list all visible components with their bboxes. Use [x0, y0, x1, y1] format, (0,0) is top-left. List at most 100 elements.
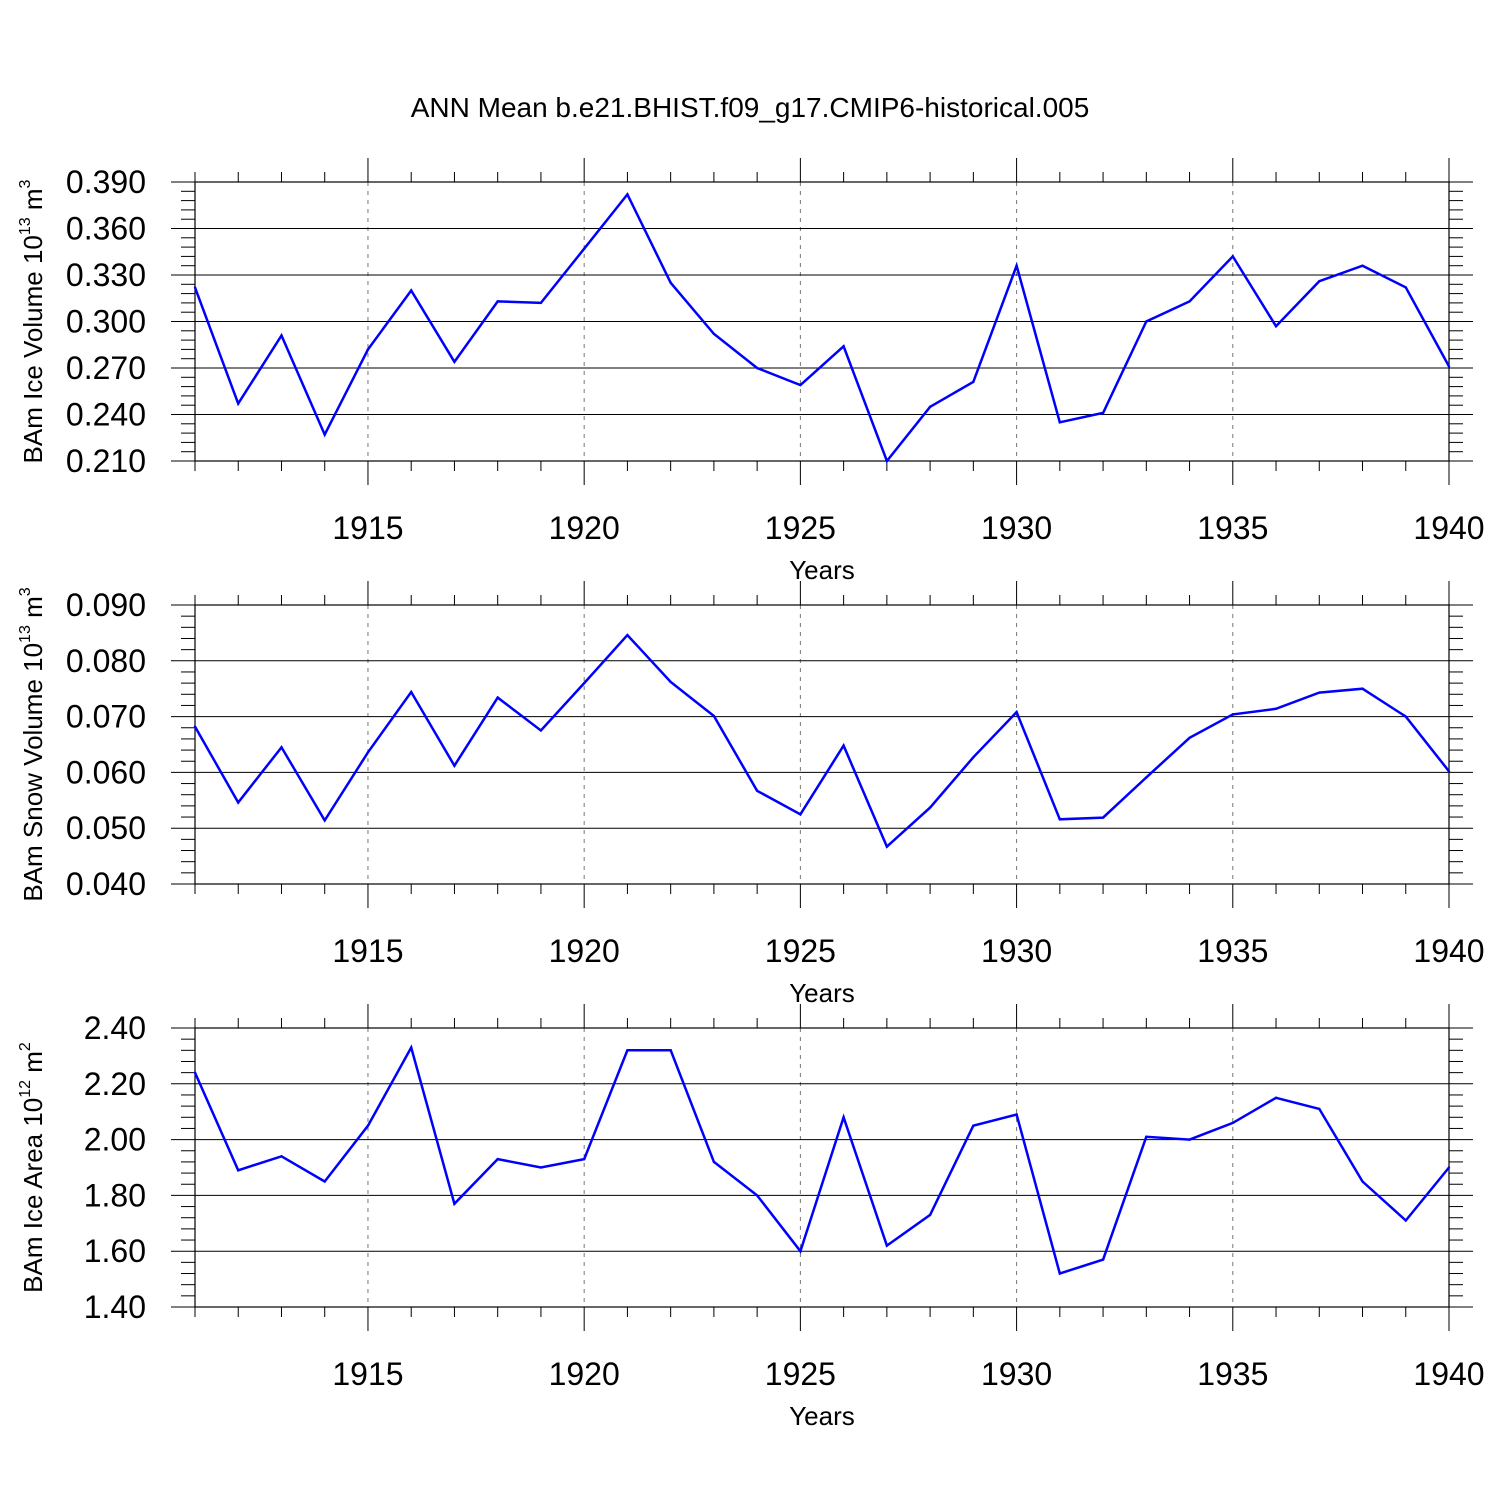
y-tick-label: 0.070: [66, 699, 146, 735]
data-point: [755, 1194, 759, 1197]
data-point: [1318, 691, 1321, 694]
y-axis-label-text: m: [18, 188, 48, 217]
data-point: [1447, 1166, 1451, 1169]
data-point: [453, 360, 456, 363]
y-tick-label: 0.300: [66, 304, 146, 340]
data-point: [626, 1049, 629, 1052]
data-point: [193, 286, 197, 289]
x-tick-label: 1925: [765, 1356, 836, 1392]
y-tick-label: 0.090: [66, 587, 146, 623]
y-axis-label-superscript: 3: [17, 587, 34, 596]
y-tick-label: 1.60: [84, 1233, 146, 1269]
data-point: [410, 690, 413, 694]
x-tick-label: 1920: [549, 1356, 620, 1392]
y-tick-label: 2.40: [84, 1010, 146, 1046]
x-tick-label: 1920: [549, 933, 620, 969]
y-axis-label-text: m: [18, 596, 48, 625]
data-point: [539, 729, 543, 732]
data-point: [496, 696, 499, 699]
x-tick-label: 1925: [765, 510, 836, 546]
data-point: [799, 1250, 802, 1253]
x-tick-label: 1930: [981, 1356, 1052, 1392]
y-tick-label: 1.80: [84, 1177, 146, 1213]
y-tick-label: 0.390: [66, 164, 146, 200]
data-point: [626, 633, 629, 637]
data-point: [193, 1071, 197, 1074]
y-tick-label: 0.360: [66, 211, 146, 247]
data-point: [1058, 818, 1062, 821]
data-point: [323, 819, 326, 822]
x-axis-label: Years: [789, 1401, 855, 1431]
panel-1: 0.210 0.240 0.270 0.300 0.330 0.360 0.390 1915 1…: [17, 158, 1485, 585]
data-point: [712, 332, 716, 336]
data-point: [885, 845, 889, 848]
data-point: [453, 764, 456, 767]
data-point: [280, 1155, 283, 1158]
y-axis-label: BAm Ice Area 1012 m2: [17, 1042, 48, 1293]
data-point: [237, 801, 240, 804]
y-tick-label: 0.040: [66, 866, 146, 902]
x-tick-label: 1935: [1197, 510, 1268, 546]
data-point: [193, 725, 197, 728]
figure-title: ANN Mean b.e21.BHIST.f09_g17.CMIP6-histo…: [410, 92, 1090, 123]
data-point: [1404, 1219, 1407, 1222]
y-axis-label-superscript: 2: [17, 1042, 34, 1051]
x-tick-label: 1925: [765, 933, 836, 969]
y-tick-label: 0.210: [66, 443, 146, 479]
data-point: [582, 681, 586, 685]
data-point: [1231, 713, 1234, 716]
data-point: [928, 806, 932, 809]
y-axis-label-text: BAm Snow Volume 10: [18, 643, 48, 902]
data-point: [1145, 1135, 1148, 1139]
y-axis-label-text: BAm Ice Area 10: [18, 1098, 48, 1293]
data-point: [928, 1213, 932, 1217]
data-point: [928, 405, 932, 408]
data-point: [1361, 264, 1364, 267]
data-point: [972, 1124, 975, 1127]
y-axis-label-text: BAm Ice Volume 10: [18, 235, 48, 463]
x-tick-label: 1940: [1413, 1356, 1484, 1392]
data-point: [539, 301, 543, 305]
x-tick-label: 1935: [1197, 933, 1268, 969]
plot-frame: [194, 1027, 1450, 1308]
y-axis-label-superscript: 13: [17, 625, 34, 643]
y-axis-label-superscript: 3: [17, 179, 34, 188]
data-point: [1361, 687, 1364, 690]
x-tick-label: 1915: [332, 1356, 403, 1392]
x-tick-label: 1940: [1413, 933, 1484, 969]
data-point: [842, 1116, 845, 1119]
y-tick-label: 0.240: [66, 397, 146, 433]
data-point: [1447, 365, 1451, 368]
data-point: [366, 348, 370, 351]
data-point: [885, 459, 889, 463]
data-point: [1231, 255, 1234, 258]
data-point: [1274, 324, 1278, 328]
panel-2: 0.040 0.050 0.060 0.070 0.080 0.090 1915 1920 19…: [17, 581, 1485, 1008]
data-point: [1361, 1180, 1364, 1183]
y-axis-label: BAm Ice Volume 1013 m3: [17, 179, 48, 463]
data-point: [669, 281, 672, 284]
data-point: [1188, 1138, 1191, 1141]
data-point: [842, 345, 845, 348]
data-point: [280, 334, 283, 337]
data-point: [1015, 264, 1018, 267]
data-point: [885, 1244, 889, 1247]
data-point: [1318, 280, 1321, 283]
data-point: [1101, 1258, 1105, 1261]
x-tick-label: 1920: [549, 510, 620, 546]
data-point: [669, 680, 672, 684]
y-tick-label: 0.080: [66, 643, 146, 679]
data-point: [1447, 770, 1451, 773]
x-axis-label: Years: [789, 555, 855, 585]
y-tick-label: 0.050: [66, 810, 146, 846]
data-point: [237, 402, 240, 405]
data-point: [323, 433, 326, 436]
data-point: [842, 744, 845, 747]
data-point: [1231, 1121, 1234, 1125]
data-point: [1101, 816, 1105, 819]
data-point: [1188, 300, 1191, 303]
y-axis-label-superscript: 12: [17, 1080, 34, 1098]
x-tick-label: 1915: [332, 933, 403, 969]
panel-3: 1.40 1.60 1.80 2.00 2.20 2.40 1915 1920 1925 1930…: [17, 1004, 1485, 1431]
